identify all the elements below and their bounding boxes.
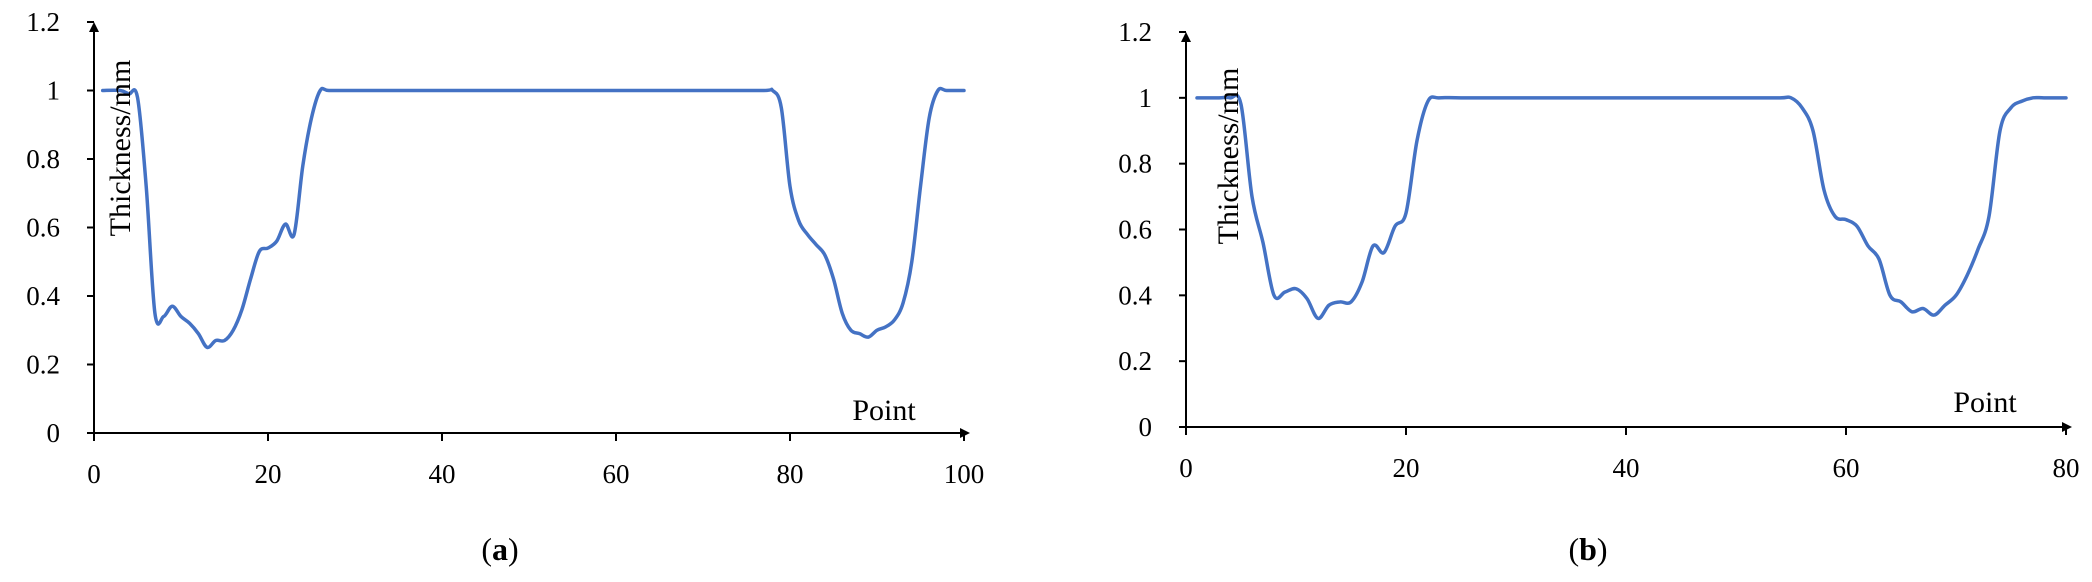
x-tick-label: 40: [1613, 453, 1640, 483]
x-tick-label: 0: [1179, 453, 1193, 483]
y-axis-title: Thickness/mm: [1212, 68, 1245, 245]
y-tick-label: 0.2: [26, 350, 60, 380]
y-tick-label: 0.6: [26, 213, 60, 243]
panel-b: 0 0.2 0.4 0.6 0.8 1 1.2 0 20 40 60 80 Thickness/mm Po…: [1118, 17, 2079, 567]
x-tick-label: 40: [429, 459, 456, 489]
y-tick-label: 0: [47, 418, 61, 448]
y-tick-label: 1.2: [26, 7, 60, 37]
panel-label: (b): [1568, 531, 1607, 567]
x-tick-label: 20: [1393, 453, 1420, 483]
y-axis-title: Thickness/mm: [104, 60, 137, 237]
y-tick-label: 0.8: [1118, 149, 1152, 179]
x-tick-label: 60: [1833, 453, 1860, 483]
y-tick-label: 1.2: [1118, 17, 1152, 47]
panel-label-open: (: [1568, 531, 1579, 567]
panel-label-close: ): [508, 531, 519, 567]
x-axis-title: Point: [852, 394, 916, 427]
panel-label-close: ): [1597, 531, 1608, 567]
x-tick-label: 0: [87, 459, 101, 489]
x-axis-title: Point: [1953, 386, 2017, 419]
x-tick-label: 20: [255, 459, 282, 489]
panel-label-open: (: [481, 531, 492, 567]
x-tick-label: 80: [2053, 453, 2080, 483]
panel-a: 0 0.2 0.4 0.6 0.8 1 1.2 0 20 40 60 80 100 Thickness/m…: [26, 7, 984, 567]
y-tick-label: 0.4: [26, 281, 60, 311]
y-tick-label: 1: [47, 76, 61, 106]
y-tick-label: 0.8: [26, 144, 60, 174]
x-tick-label: 60: [603, 459, 630, 489]
panel-label-letter: b: [1579, 531, 1597, 567]
series-line: [100, 86, 966, 350]
y-tick-label: 1: [1139, 83, 1153, 113]
series-line: [1195, 93, 2068, 321]
panel-label: (a): [481, 531, 518, 567]
y-tick-label: 0.6: [1118, 215, 1152, 245]
x-tick-label: 100: [944, 459, 985, 489]
y-tick-label: 0: [1139, 412, 1153, 442]
y-tick-label: 0.4: [1118, 280, 1152, 310]
x-tick-label: 80: [777, 459, 804, 489]
panel-label-letter: a: [492, 531, 508, 567]
y-tick-label: 0.2: [1118, 346, 1152, 376]
